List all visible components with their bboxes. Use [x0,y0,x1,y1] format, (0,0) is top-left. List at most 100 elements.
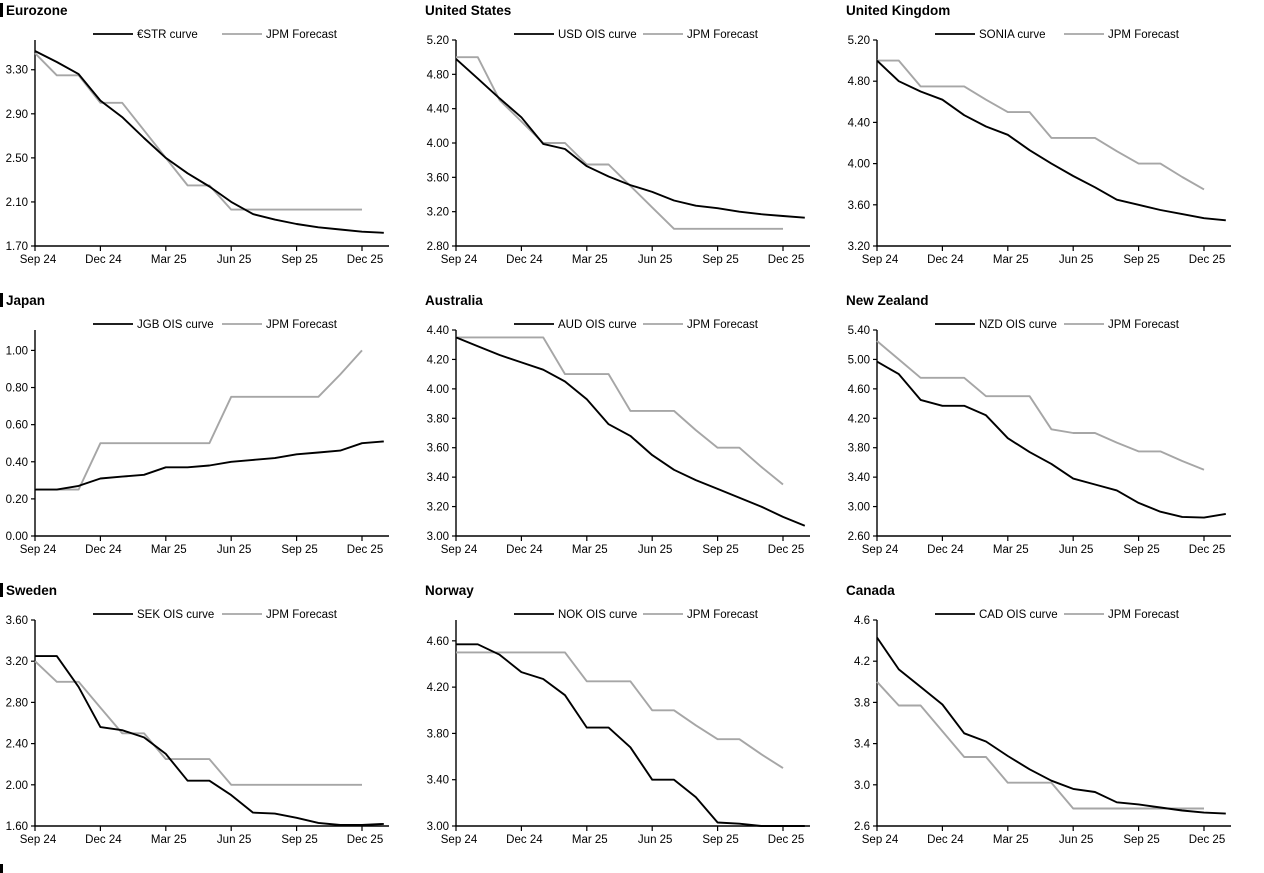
series-line-forecast [876,340,1205,471]
x-tick-label: Mar 25 [572,544,608,556]
x-tick-label: Mar 25 [993,834,1029,846]
legend-label: JPM Forecast [266,609,338,621]
y-tick-label: 4.40 [848,117,870,129]
legend-label: CAD OIS curve [979,609,1058,621]
x-tick-label: Sep 25 [281,544,317,556]
y-tick-label: 3.20 [427,207,449,219]
y-tick-label: 4.20 [427,354,449,366]
x-tick-label: Dec 25 [768,544,804,556]
y-tick-label: 1.00 [6,345,28,357]
x-tick-label: Dec 25 [347,834,383,846]
x-tick-label: Sep 24 [441,834,478,846]
legend-label: JPM Forecast [1108,609,1180,621]
y-tick-label: 5.00 [848,354,870,366]
title-accent-bar [0,583,3,597]
x-tick-label: Sep 25 [702,544,738,556]
y-tick-label: 3.20 [427,502,449,514]
chart-panel-japan: Japan 1.00 0.80 0.60 0.40 0.20 0.00 Sep 24 Dec … [0,290,421,580]
y-tick-label: 3.20 [848,241,870,253]
x-tick-label: Dec 24 [85,544,122,556]
x-tick-label: Sep 24 [20,544,57,556]
series-line-curve [34,50,384,234]
x-tick-label: Jun 25 [1059,544,1094,556]
y-tick-label: 4.00 [427,384,449,396]
y-tick-label: 2.90 [6,109,28,121]
x-tick-label: Dec 24 [506,254,543,266]
y-tick-label: 4.40 [427,325,449,337]
legend-label: JPM Forecast [266,319,338,331]
chart-title: Sweden [6,582,58,598]
legend-label: €STR curve [137,29,198,41]
y-tick-label: 4.00 [848,159,870,171]
x-tick-label: Sep 24 [862,254,899,266]
y-tick-label: 0.80 [6,383,28,395]
legend-label: NOK OIS curve [558,609,637,621]
series-line-forecast [877,59,1205,191]
series-line-forecast [456,56,783,230]
legend-label: JPM Forecast [687,319,759,331]
y-tick-label: 3.60 [427,443,449,455]
y-tick-label: 3.40 [848,472,870,484]
y-tick-label: 3.00 [427,821,449,833]
x-tick-label: Dec 25 [768,834,804,846]
chart-panel-sweden: Sweden 3.60 3.20 2.80 2.40 2.00 1.60 Sep 24 Dec… [0,580,421,873]
chart-panel-eurozone: Eurozone 3.30 2.90 2.50 2.10 1.70 Sep 24 Dec 2… [0,0,421,290]
y-tick-label: 5.20 [427,35,449,47]
chart-header: Norway [421,581,842,599]
series-line-forecast [876,681,1204,810]
chart-title: United States [425,2,512,18]
x-tick-label: Jun 25 [217,544,252,556]
chart-title: Eurozone [6,2,68,18]
x-tick-label: Dec 25 [1189,544,1225,556]
x-tick-label: Dec 25 [347,254,383,266]
series-line-curve [876,636,1226,815]
x-tick-label: Jun 25 [638,254,673,266]
x-tick-label: Jun 25 [638,544,673,556]
title-accent-bar [0,293,3,307]
chart-header: Canada [842,581,1264,599]
y-tick-label: 2.60 [848,531,870,543]
y-tick-label: 4.40 [427,104,449,116]
legend-label: JPM Forecast [687,609,759,621]
x-tick-label: Sep 24 [20,254,57,266]
y-tick-label: 2.50 [6,153,28,165]
series-line-forecast [34,52,362,211]
y-tick-label: 2.6 [854,821,870,833]
legend-label: JPM Forecast [687,29,759,41]
y-tick-label: 3.40 [427,472,449,484]
x-tick-label: Sep 24 [20,834,57,846]
legend-label: NZD OIS curve [979,319,1057,331]
y-tick-label: 1.60 [6,821,28,833]
series-line-curve [455,58,805,219]
y-tick-label: 3.80 [427,413,449,425]
x-tick-label: Dec 24 [927,254,964,266]
y-tick-label: 2.40 [6,739,28,751]
y-tick-label: 4.00 [427,138,449,150]
legend-label: JGB OIS curve [137,319,214,331]
chart-panel-norway: Norway 4.60 4.20 3.80 3.40 3.00 Sep 24 Dec 24 M… [421,580,842,873]
y-tick-label: 2.00 [6,780,28,792]
y-tick-label: 3.4 [854,739,871,751]
chart-panel-canada: Canada 4.6 4.2 3.8 3.4 3.0 2.6 Sep 24 Dec 24 Mar… [842,580,1264,873]
chart-header: Eurozone [0,1,421,19]
y-tick-label: 3.40 [427,775,449,787]
y-tick-label: 2.80 [6,697,28,709]
y-tick-label: 3.20 [6,656,28,668]
y-tick-label: 0.60 [6,420,28,432]
y-tick-label: 3.60 [6,615,28,627]
y-tick-label: 4.2 [854,656,870,668]
x-tick-label: Sep 24 [441,544,478,556]
series-line-curve [456,643,805,827]
y-tick-label: 3.60 [848,200,870,212]
y-tick-label: 0.40 [6,457,28,469]
y-tick-label: 5.20 [848,35,870,47]
legend-label: AUD OIS curve [558,319,637,331]
x-tick-label: Dec 24 [506,834,543,846]
x-tick-label: Dec 25 [1189,834,1225,846]
